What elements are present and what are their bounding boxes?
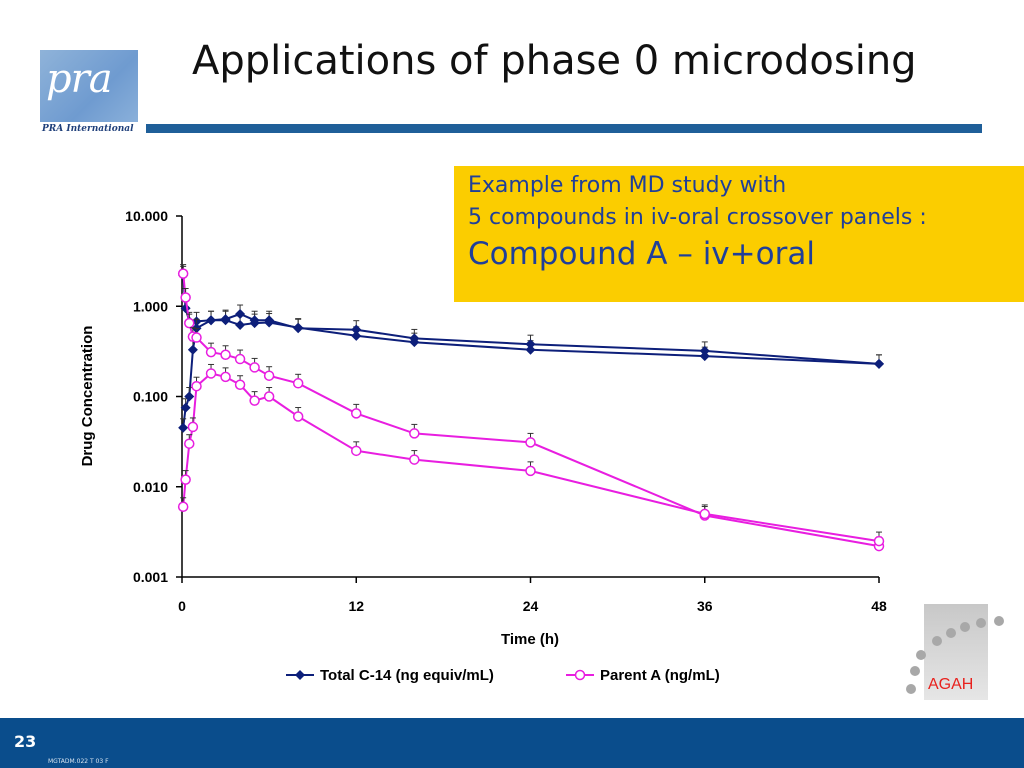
x-tick-label: 48: [871, 598, 887, 614]
data-point: [235, 319, 246, 330]
document-code: MGTADM.022 T 03 F: [48, 758, 109, 765]
data-point: [187, 344, 198, 355]
legend-label: Parent A (ng/mL): [600, 667, 720, 684]
data-point: [180, 292, 191, 303]
data-point: [205, 368, 217, 379]
y-tick-label: 0.001: [133, 569, 168, 585]
agah-dot: [932, 636, 942, 646]
data-point: [235, 309, 246, 320]
data-point: [184, 438, 195, 449]
data-point: [351, 330, 362, 341]
series-line: [182, 273, 880, 548]
data-point: [525, 437, 536, 448]
slide-title: Applications of phase 0 microdosing: [192, 38, 917, 84]
data-point: [351, 324, 362, 335]
data-point: [351, 445, 362, 457]
x-tick-label: 12: [348, 598, 364, 614]
x-tick-label: 0: [178, 598, 186, 614]
series-line: [182, 312, 880, 428]
data-point: [249, 362, 260, 373]
data-point: [249, 315, 260, 326]
data-point: [293, 323, 304, 334]
legend-label: Total C-14 (ng equiv/mL): [320, 667, 494, 684]
agah-logo-text: AGAH: [928, 676, 974, 693]
y-tick-label: 0.100: [133, 389, 168, 405]
data-point: [525, 344, 536, 355]
pra-logo: pra: [40, 50, 138, 122]
x-tick-label: 24: [523, 598, 539, 614]
pra-logo-text: pra: [46, 56, 113, 102]
x-tick-label: 36: [697, 598, 713, 614]
agah-dot: [960, 622, 970, 632]
legend-marker: [574, 669, 586, 681]
data-point: [184, 391, 195, 402]
data-point: [234, 353, 246, 365]
data-point: [874, 358, 884, 369]
data-point: [234, 379, 246, 390]
data-point: [409, 454, 420, 465]
data-point: [191, 332, 202, 343]
data-point: [177, 501, 189, 513]
data-point: [292, 411, 304, 422]
x-axis-label: Time (h): [501, 631, 559, 648]
data-point: [178, 422, 189, 433]
data-point: [180, 402, 191, 413]
agah-dot: [976, 618, 986, 628]
y-tick-label: 10.000: [125, 208, 168, 224]
page-number: 23: [14, 732, 37, 751]
data-point: [525, 465, 536, 477]
footer-bar: 23 MGTADM.022 T 03 F: [0, 718, 1024, 768]
data-point: [351, 408, 362, 419]
agah-dot: [994, 616, 1004, 626]
data-point: [184, 317, 195, 329]
data-point: [180, 474, 191, 485]
data-point: [177, 268, 189, 279]
data-point: [220, 349, 231, 361]
data-point: [249, 395, 260, 406]
data-point: [263, 370, 275, 381]
data-point: [525, 339, 536, 350]
data-point: [699, 345, 710, 356]
pra-logo-caption: PRA International: [42, 124, 134, 134]
data-point: [409, 333, 420, 344]
data-point: [191, 380, 202, 392]
data-point: [220, 314, 231, 325]
data-point: [292, 378, 304, 389]
callout-line-1: Example from MD study with: [468, 173, 787, 198]
agah-logo: AGAH: [898, 602, 1018, 702]
data-point: [206, 315, 217, 326]
agah-dot: [916, 650, 926, 660]
study-callout: Example from MD study with 5 compounds i…: [454, 166, 1024, 302]
agah-dot: [906, 684, 916, 694]
data-point: [699, 351, 710, 362]
concentration-chart: Drug Concentration Time (h) 0.001 0.010 0.…: [79, 208, 887, 684]
legend-marker: [295, 670, 305, 680]
title-divider: [146, 124, 982, 133]
y-tick-label: 0.010: [133, 479, 168, 495]
agah-dot: [946, 628, 956, 638]
data-point: [873, 535, 885, 547]
agah-dot: [910, 666, 920, 676]
callout-line-2: 5 compounds in iv-oral crossover panels …: [468, 205, 927, 230]
data-point: [187, 421, 199, 433]
y-tick-label: 1.000: [133, 298, 168, 314]
data-point: [409, 428, 420, 439]
data-point: [264, 315, 275, 326]
data-point: [205, 346, 217, 358]
callout-line-3: Compound A – iv+oral: [468, 236, 815, 272]
series-line: [182, 372, 880, 543]
data-point: [263, 391, 275, 402]
data-point: [220, 371, 231, 383]
data-point: [699, 508, 710, 520]
y-axis-label: Drug Concentration: [79, 326, 96, 467]
